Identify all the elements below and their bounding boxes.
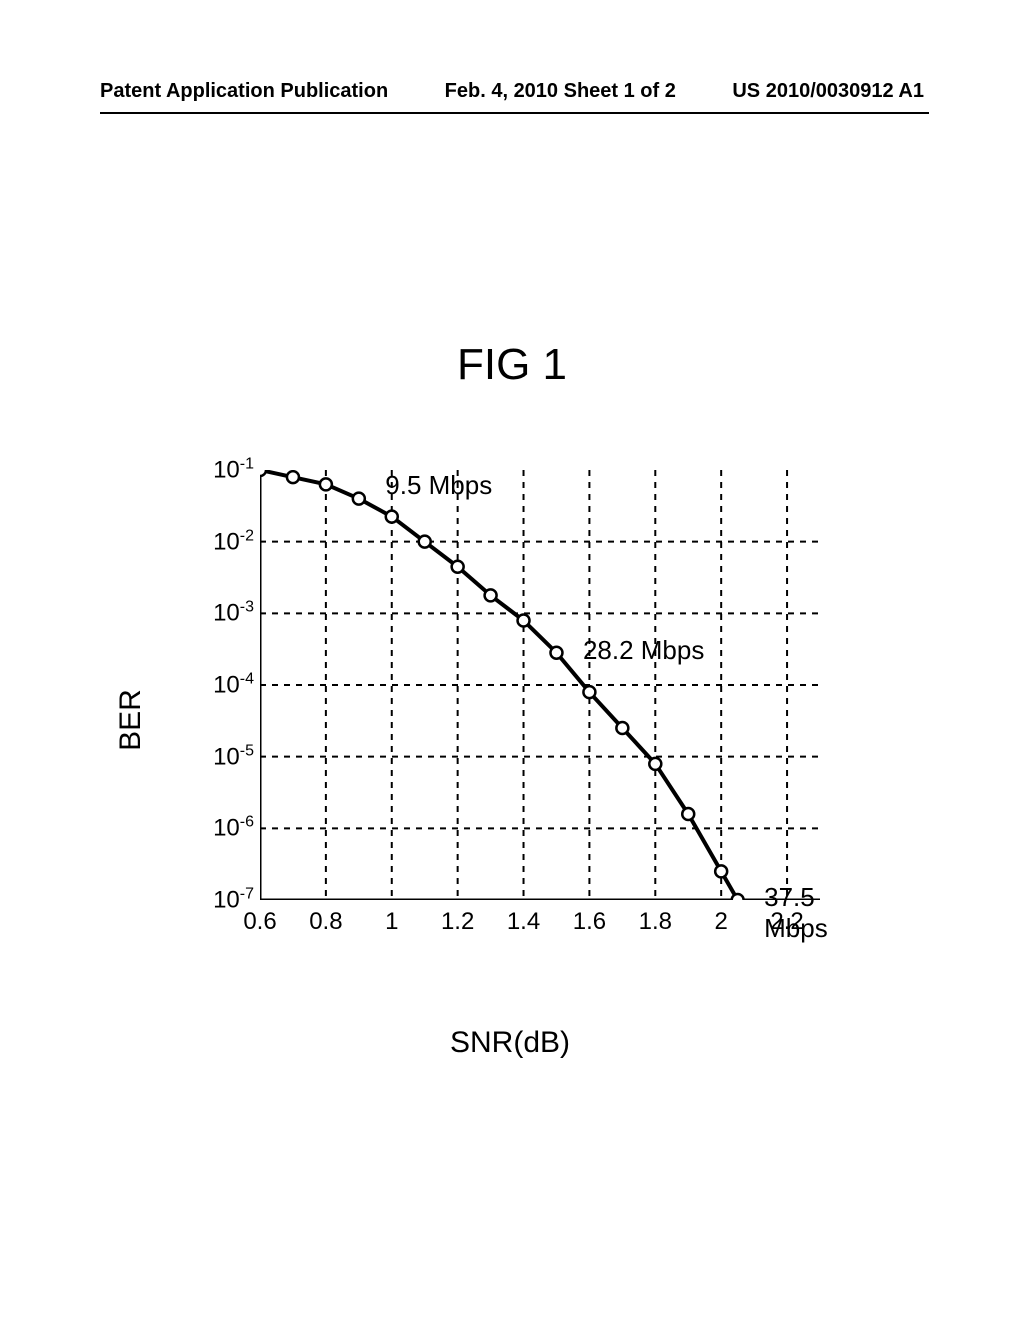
y-tick-label: 10-1	[213, 456, 254, 485]
series-annotation: 37.5 Mbps	[764, 882, 860, 944]
x-axis-label: SNR(dB)	[160, 1026, 860, 1060]
figure-title: FIG 1	[0, 340, 1024, 390]
x-tick-label: 1.6	[573, 908, 606, 1016]
y-tick-label: 10-3	[213, 599, 254, 628]
x-tick-label: 1.2	[441, 908, 474, 1016]
ber-snr-chart: BER SNR(dB) 10-110-210-310-410-510-610-7…	[160, 460, 860, 980]
header-divider	[100, 112, 929, 114]
x-tick-label: 1.4	[507, 908, 540, 1016]
y-axis-label: BER	[114, 689, 148, 751]
header-center: Feb. 4, 2010 Sheet 1 of 2	[445, 80, 676, 103]
page-header: Patent Application Publication Feb. 4, 2…	[0, 80, 1024, 103]
plot-area	[260, 470, 820, 900]
x-tick-label: 1.8	[639, 908, 672, 1016]
x-tick-label: 1	[385, 908, 398, 1016]
series-annotation: 9.5 Mbps	[385, 470, 492, 501]
x-tick-label: 2	[714, 908, 727, 1016]
y-tick-label: 10-2	[213, 527, 254, 556]
header-left: Patent Application Publication	[100, 80, 388, 103]
y-tick-label: 10-4	[213, 671, 254, 700]
x-tick-label: 0.6	[243, 908, 276, 1016]
header-right: US 2010/0030912 A1	[732, 80, 924, 103]
y-tick-label: 10-6	[213, 814, 254, 843]
series-annotation: 28.2 Mbps	[583, 635, 704, 666]
x-tick-label: 0.8	[309, 908, 342, 1016]
y-tick-label: 10-5	[213, 742, 254, 771]
